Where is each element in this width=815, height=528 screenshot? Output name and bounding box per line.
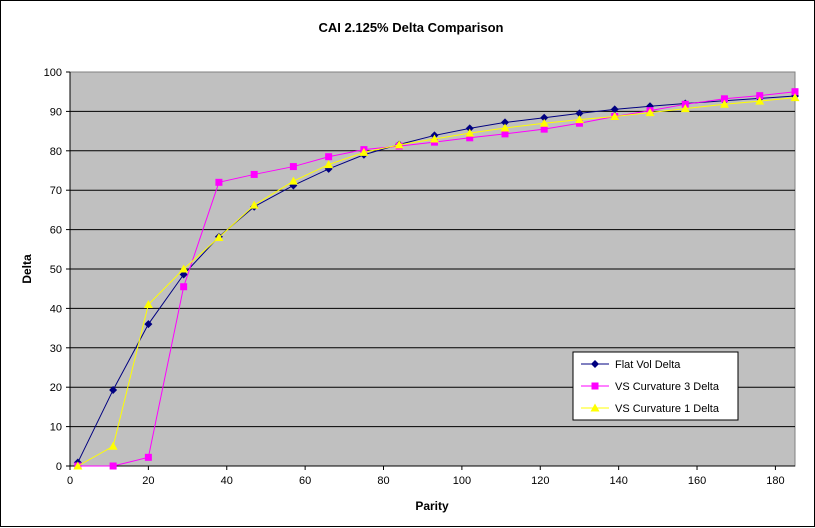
x-tick-label: 140	[609, 475, 627, 487]
data-point	[756, 92, 764, 100]
data-point	[144, 320, 153, 329]
series-3	[73, 93, 800, 470]
x-tick-label: 100	[453, 475, 471, 487]
data-point	[755, 96, 765, 105]
data-point	[539, 118, 549, 127]
data-point	[215, 178, 223, 186]
x-tick-label: 160	[688, 475, 706, 487]
x-tick-label: 120	[531, 475, 549, 487]
data-point	[180, 283, 188, 291]
y-tick-label: 80	[50, 146, 62, 158]
data-point	[465, 128, 475, 137]
legend-marker	[591, 382, 599, 390]
y-axis-ticks: 0 10 20 30 40 50 60 70 80 90 100	[44, 67, 70, 473]
y-tick-label: 70	[50, 185, 62, 197]
data-point	[324, 160, 334, 169]
data-point	[179, 270, 188, 279]
data-point	[720, 95, 728, 103]
y-tick-label: 50	[50, 264, 62, 276]
data-point	[250, 170, 258, 178]
y-tick-label: 10	[50, 422, 62, 434]
data-point	[500, 123, 510, 132]
data-point	[575, 119, 583, 127]
y-tick-label: 30	[50, 343, 62, 355]
data-point	[73, 461, 83, 470]
x-tick-label: 180	[766, 475, 784, 487]
legend-label: Flat Vol Delta	[615, 359, 681, 371]
y-tick-label: 100	[44, 67, 62, 79]
series-layer	[73, 88, 800, 470]
data-point	[325, 153, 333, 161]
x-tick-label: 20	[142, 475, 154, 487]
data-point	[610, 105, 619, 114]
y-tick-label: 90	[50, 106, 62, 118]
data-point	[540, 113, 549, 122]
legend-label: VS Curvature 1 Delta	[615, 403, 720, 415]
data-point	[645, 108, 655, 117]
data-point	[501, 118, 509, 127]
y-tick-label: 60	[50, 225, 62, 237]
y-tick-label: 20	[50, 382, 62, 394]
chart-title: CAI 2.125% Delta Comparison	[319, 20, 504, 35]
data-point	[289, 163, 297, 171]
data-point	[394, 140, 404, 149]
data-point	[540, 125, 548, 133]
legend-label: VS Curvature 3 Delta	[615, 381, 720, 393]
legend-items: Flat Vol Delta VS Curvature 3 Delta VS Cur…	[581, 359, 720, 415]
data-point	[575, 109, 584, 118]
y-tick-label: 40	[50, 303, 62, 315]
data-point	[791, 88, 799, 96]
data-point	[574, 115, 584, 124]
y-tick-label: 0	[56, 461, 62, 473]
data-point	[465, 124, 474, 133]
legend-marker	[590, 403, 600, 412]
data-point	[501, 130, 509, 138]
x-axis-label: Parity	[415, 499, 449, 513]
data-point	[610, 112, 620, 121]
data-point	[466, 134, 474, 142]
x-tick-label: 60	[299, 475, 311, 487]
legend: Flat Vol Delta VS Curvature 3 Delta VS Cur…	[572, 351, 739, 421]
data-point	[108, 441, 118, 450]
data-point	[179, 264, 189, 273]
legend-marker	[591, 360, 599, 368]
data-point	[719, 99, 729, 108]
data-point	[680, 104, 690, 113]
data-point	[288, 176, 298, 185]
data-point	[143, 299, 153, 308]
data-point	[359, 147, 369, 156]
x-axis-ticks: 0 20 40 60 80 100 120 140 160 180	[67, 466, 785, 487]
data-point	[214, 232, 224, 241]
x-tick-label: 80	[377, 475, 389, 487]
data-point	[429, 134, 439, 143]
x-tick-label: 40	[221, 475, 233, 487]
data-point	[790, 93, 800, 102]
y-axis-label: Delta	[20, 254, 34, 284]
data-point	[109, 385, 118, 394]
x-tick-label: 0	[67, 475, 73, 487]
data-point	[249, 200, 259, 209]
data-point	[109, 462, 117, 470]
data-point	[144, 453, 152, 461]
